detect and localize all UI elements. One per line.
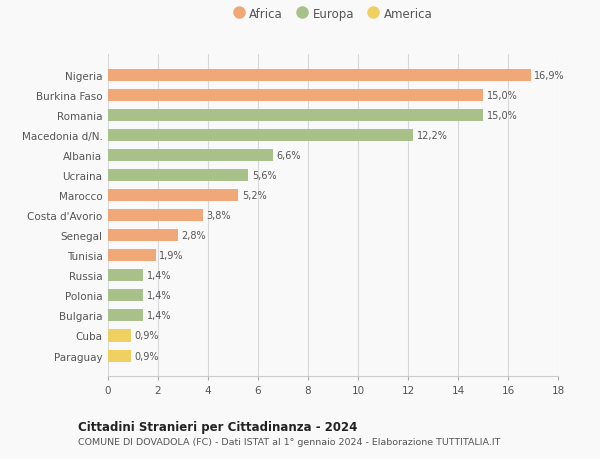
Text: 12,2%: 12,2%	[417, 131, 448, 141]
Bar	[108, 130, 413, 142]
Bar	[108, 290, 143, 302]
Text: 15,0%: 15,0%	[487, 111, 517, 121]
Bar	[108, 310, 143, 322]
Bar	[108, 250, 155, 262]
Bar	[108, 210, 203, 222]
Text: COMUNE DI DOVADOLA (FC) - Dati ISTAT al 1° gennaio 2024 - Elaborazione TUTTITALI: COMUNE DI DOVADOLA (FC) - Dati ISTAT al …	[78, 437, 500, 446]
Bar	[108, 110, 483, 122]
Bar	[108, 70, 530, 82]
Text: 16,9%: 16,9%	[534, 71, 565, 81]
Text: 1,9%: 1,9%	[159, 251, 184, 261]
Text: 2,8%: 2,8%	[182, 231, 206, 241]
Text: 15,0%: 15,0%	[487, 91, 517, 101]
Bar	[108, 270, 143, 282]
Text: 1,4%: 1,4%	[147, 311, 171, 321]
Text: Cittadini Stranieri per Cittadinanza - 2024: Cittadini Stranieri per Cittadinanza - 2…	[78, 420, 358, 433]
Bar	[108, 190, 238, 202]
Text: 5,6%: 5,6%	[252, 171, 277, 181]
Text: 3,8%: 3,8%	[207, 211, 231, 221]
Bar	[108, 330, 131, 342]
Legend: Africa, Europa, America: Africa, Europa, America	[229, 3, 437, 26]
Bar	[108, 150, 273, 162]
Bar	[108, 170, 248, 182]
Text: 0,9%: 0,9%	[134, 351, 159, 361]
Bar	[108, 350, 131, 362]
Text: 1,4%: 1,4%	[147, 271, 171, 281]
Bar	[108, 230, 178, 242]
Text: 1,4%: 1,4%	[147, 291, 171, 301]
Bar	[108, 90, 483, 102]
Text: 6,6%: 6,6%	[277, 151, 301, 161]
Text: 5,2%: 5,2%	[242, 191, 266, 201]
Text: 0,9%: 0,9%	[134, 331, 159, 341]
